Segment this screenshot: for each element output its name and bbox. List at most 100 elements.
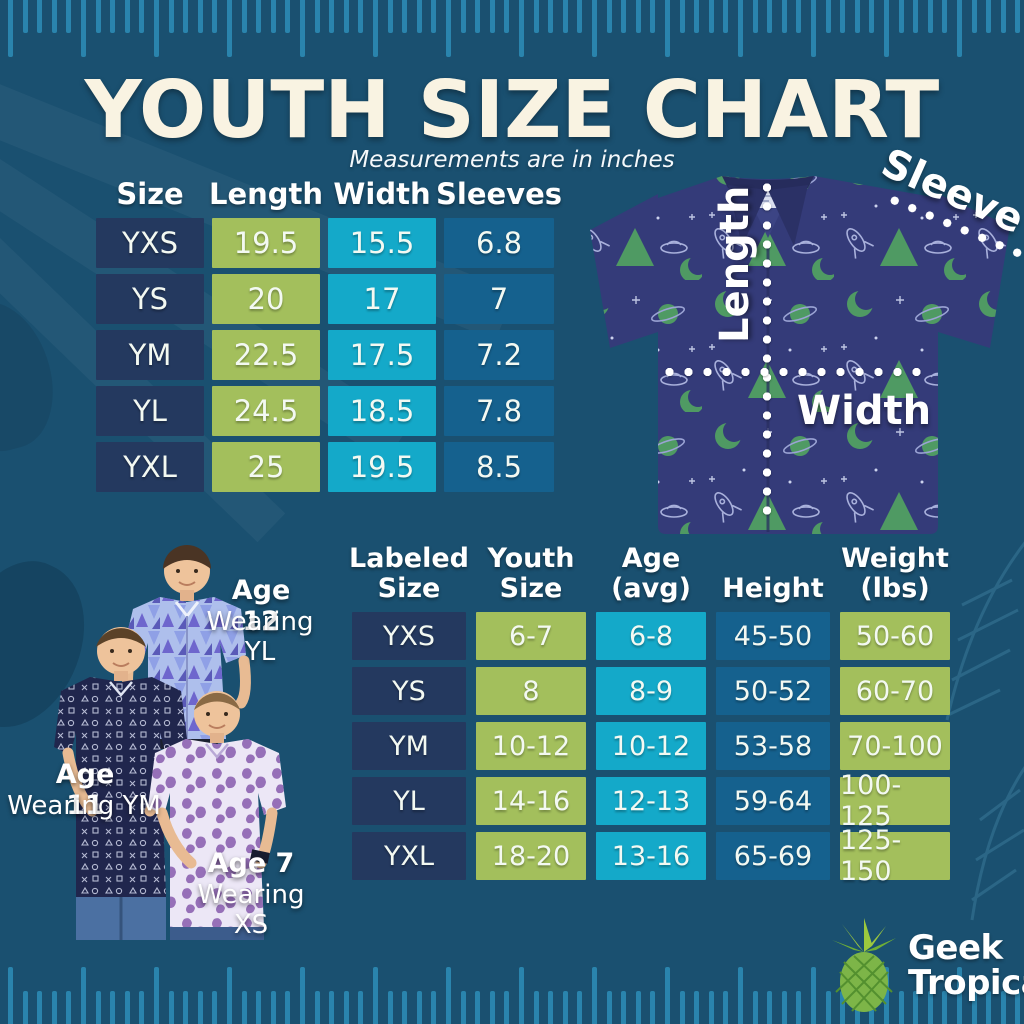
width-label: Width — [797, 388, 932, 434]
ruler-tick — [665, 0, 670, 57]
ruler-tick — [752, 0, 758, 33]
ruler-tick — [694, 0, 700, 33]
ruler-tick — [592, 0, 597, 57]
length-cell: 24.5 — [212, 386, 320, 436]
size-cell: YXS — [96, 218, 204, 268]
ruler-tick — [110, 991, 116, 1024]
weight-lbs--cell: 125-150 — [840, 825, 950, 887]
ruler-tick — [387, 991, 393, 1024]
fit-table-header-labeled-size: Labeled Size — [349, 542, 469, 604]
ruler-tick — [431, 991, 437, 1024]
ruler-tick — [358, 991, 364, 1024]
ruler-tick — [66, 991, 72, 1024]
ruler-tick — [796, 0, 802, 33]
size-table: YXS 19.5 15.5 6.8 YS 20 17 7 YM 22.5 17.5 7.2 YL 24.5… — [96, 218, 554, 492]
ruler-tick — [183, 0, 189, 33]
ruler-tick — [416, 0, 422, 33]
ruler-tick — [110, 0, 116, 33]
ruler-tick — [124, 0, 130, 33]
ruler-tick — [95, 0, 101, 33]
ruler-tick — [1015, 991, 1021, 1024]
ruler-tick — [825, 991, 831, 1024]
ruler-tick — [942, 0, 948, 33]
ruler-tick — [708, 991, 714, 1024]
size-table-header: Size Length Width Sleeves — [96, 172, 562, 212]
ruler-tick — [241, 0, 247, 33]
ruler-tick — [504, 0, 510, 33]
ruler-tick — [533, 0, 539, 33]
height-cell: 50-52 — [716, 667, 830, 715]
palm-leaf-decoration — [945, 541, 1024, 921]
ruler-tick — [898, 0, 904, 33]
ruler-tick — [854, 0, 860, 33]
ruler-tick — [227, 967, 232, 1024]
ruler-tick — [592, 967, 597, 1024]
youth-size-cell: 6-7 — [476, 612, 586, 660]
ruler-tick — [869, 0, 875, 33]
size-table-header-length: Length — [208, 176, 324, 211]
ruler-tick — [154, 967, 159, 1024]
ruler-tick — [256, 0, 262, 33]
length-cell: 19.5 — [212, 218, 320, 268]
ruler-tick — [942, 991, 948, 1024]
ruler-tick — [270, 0, 276, 33]
ruler-tick — [314, 991, 320, 1024]
ruler-tick — [168, 991, 174, 1024]
ruler-tick — [927, 0, 933, 33]
width-dotted-line — [660, 367, 926, 377]
model-wearing-label: Wearing YM — [7, 791, 161, 821]
ruler-tick — [884, 967, 889, 1024]
ruler-tick — [562, 0, 568, 33]
height-cell: 59-64 — [716, 777, 830, 825]
page-subtitle: Measurements are in inches — [349, 147, 675, 173]
ruler-tick — [197, 991, 203, 1024]
ruler-tick — [489, 0, 495, 33]
fit-table-header-height: Height — [722, 572, 824, 604]
labeled-size-cell: YS — [352, 667, 466, 715]
size-cell: YS — [96, 274, 204, 324]
kid-models-photo — [54, 545, 286, 940]
logo-word-1: Geek — [908, 927, 1003, 968]
ruler-tick — [183, 991, 189, 1024]
weight-lbs--cell: 50-60 — [840, 612, 950, 660]
ruler-tick — [781, 0, 787, 33]
ruler-tick — [8, 967, 13, 1024]
ruler-top — [0, 0, 1024, 62]
ruler-tick — [840, 991, 846, 1024]
length-cell: 22.5 — [212, 330, 320, 380]
ruler-tick — [81, 967, 86, 1024]
size-table-header-width: Width — [333, 176, 431, 211]
model-wearing-label: Wearing YL — [206, 607, 314, 667]
ruler-tick — [51, 0, 57, 33]
ruler-tick — [913, 0, 919, 33]
ruler-tick — [986, 0, 992, 33]
ruler-tick — [971, 0, 977, 33]
ruler-tick — [285, 0, 291, 33]
ruler-tick — [460, 0, 466, 33]
ruler-tick — [358, 0, 364, 33]
youth-size-cell: 10-12 — [476, 722, 586, 770]
boy-age-7 — [148, 691, 286, 940]
ruler-tick — [577, 0, 583, 33]
ruler-tick — [723, 0, 729, 33]
ruler-tick — [124, 991, 130, 1024]
boy-age-11 — [54, 627, 188, 940]
ruler-tick — [402, 0, 408, 33]
length-dotted-line — [762, 178, 772, 522]
labeled-size-cell: YXS — [352, 612, 466, 660]
logo-wordmark: Geek Tropical — [908, 927, 1024, 1002]
ruler-tick — [37, 0, 43, 33]
ruler-tick — [168, 0, 174, 33]
ruler-tick — [796, 991, 802, 1024]
ruler-tick — [913, 991, 919, 1024]
ruler-tick — [139, 991, 145, 1024]
ruler-tick — [197, 0, 203, 33]
ruler-tick — [81, 0, 86, 57]
ruler-tick — [708, 0, 714, 33]
size-cell: YM — [96, 330, 204, 380]
ruler-tick — [446, 0, 451, 57]
length-cell: 20 — [212, 274, 320, 324]
ruler-tick — [460, 991, 466, 1024]
ruler-tick — [343, 0, 349, 33]
